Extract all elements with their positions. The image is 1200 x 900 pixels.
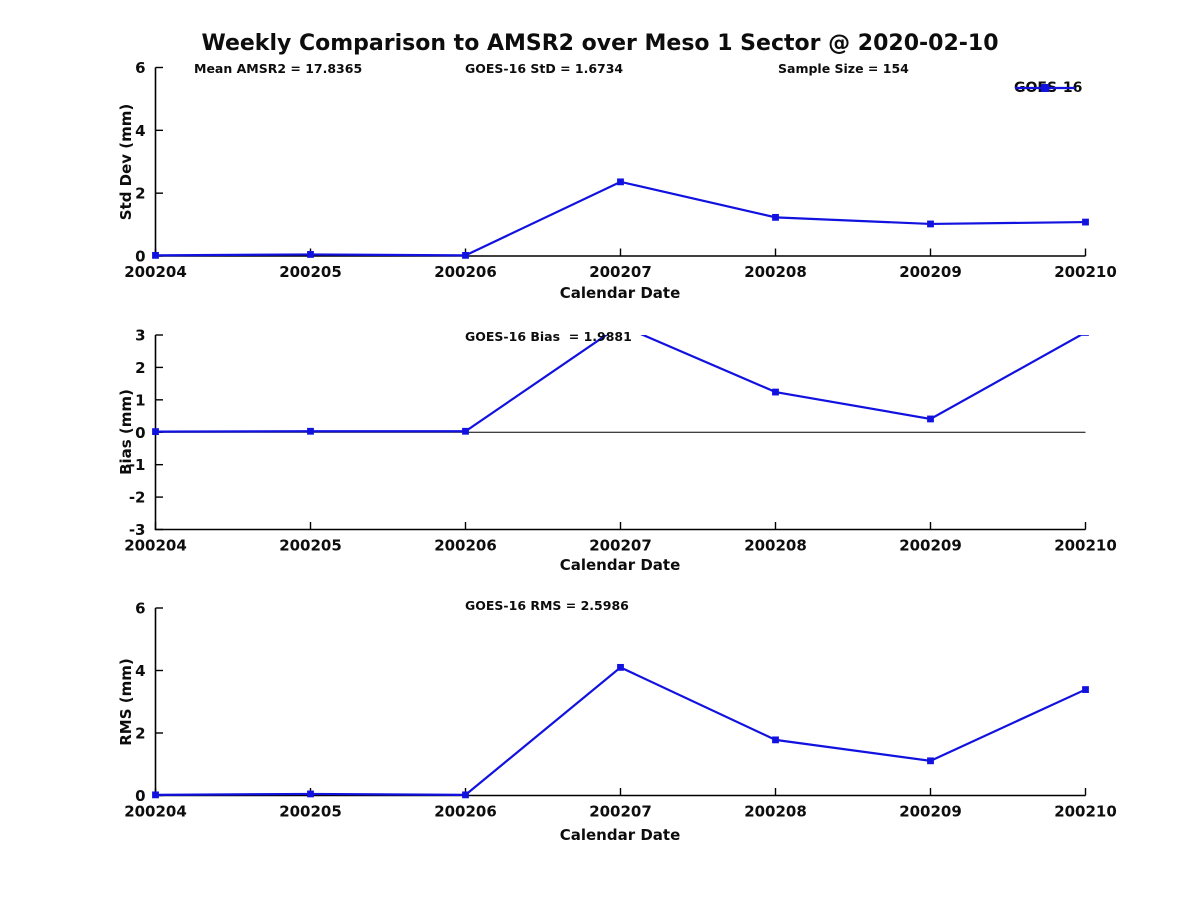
- x-tick-label: 200206: [434, 263, 497, 281]
- x-tick-label: 200208: [744, 803, 807, 821]
- data-point-marker: [617, 178, 624, 186]
- x-tick-label: 200204: [124, 537, 187, 555]
- xlabel-rms: Calendar Date: [559, 826, 681, 844]
- x-tick-label: 200205: [279, 803, 342, 821]
- x-tick-label: 200207: [589, 537, 652, 555]
- data-point-marker: [927, 415, 934, 423]
- ylabel-stddev: Std Dev (mm): [117, 103, 135, 221]
- x-tick-label: 200207: [589, 263, 652, 281]
- y-tick-label: 0: [135, 787, 145, 805]
- x-tick-label: 200209: [899, 803, 962, 821]
- data-point-marker: [927, 757, 934, 765]
- data-point-marker: [772, 736, 779, 744]
- y-tick-label: 4: [135, 662, 145, 680]
- y-tick-label: -3: [129, 521, 146, 539]
- ylabel-rms: RMS (mm): [117, 658, 135, 746]
- y-tick-label: 1: [135, 391, 145, 409]
- x-tick-label: 200210: [1054, 803, 1117, 821]
- annotation-goes16-std: GOES-16 StD = 1.6734: [465, 61, 624, 76]
- series-line: [155, 666, 1086, 796]
- y-tick-label: 2: [135, 725, 145, 743]
- annotation-sample-size: Sample Size = 154: [778, 61, 909, 76]
- annotation-mean-amsr2: Mean AMSR2 = 17.8365: [194, 61, 363, 76]
- data-point-marker: [617, 322, 624, 329]
- x-tick-label: 200208: [744, 537, 807, 555]
- x-tick-label: 200204: [124, 263, 187, 281]
- data-point-marker: [152, 428, 159, 436]
- x-tick-label: 200209: [899, 263, 962, 281]
- y-tick-label: 6: [135, 59, 145, 77]
- series-markers: [152, 663, 1089, 799]
- data-point-marker: [462, 427, 469, 435]
- x-tick-label: 200206: [434, 803, 497, 821]
- y-tick-label: 0: [135, 248, 145, 266]
- legend: GOES-16: [1014, 80, 1082, 96]
- x-tick-label: 200205: [279, 263, 342, 281]
- x-tick-label: 200210: [1054, 537, 1117, 555]
- data-point-marker: [307, 427, 314, 435]
- x-tick-label: 200207: [589, 803, 652, 821]
- annotation-goes16-rms: GOES-16 RMS = 2.5986: [465, 598, 629, 613]
- subplot-std-dev: 0 2 4 6 200204 200205 200206 200207 200208 200209…: [124, 59, 1117, 281]
- legend-line-marker-icon: [1015, 84, 1075, 92]
- xlabel-stddev: Calendar Date: [559, 284, 681, 302]
- data-point-marker: [927, 220, 934, 228]
- annotation-goes16-bias: GOES-16 Bias = 1.9881: [465, 329, 632, 344]
- y-tick-label: 4: [135, 122, 145, 140]
- x-tick-label: 200208: [744, 263, 807, 281]
- data-point-marker: [462, 251, 469, 259]
- y-tick-label: 3: [135, 327, 145, 345]
- data-point-marker: [152, 791, 159, 799]
- xlabel-bias: Calendar Date: [559, 556, 681, 574]
- x-tick-label: 200205: [279, 537, 342, 555]
- data-point-marker: [462, 791, 469, 799]
- series-markers: [152, 178, 1089, 259]
- data-point-marker: [152, 251, 159, 259]
- series-line: [155, 180, 1086, 257]
- x-tick-label: 200209: [899, 537, 962, 555]
- data-point-marker: [772, 213, 779, 221]
- data-point-marker: [1082, 218, 1089, 226]
- series-markers: [152, 322, 1089, 436]
- x-tick-label: 200206: [434, 537, 497, 555]
- data-point-marker: [1082, 335, 1089, 336]
- data-point-marker: [617, 663, 624, 671]
- data-point-marker: [772, 388, 779, 396]
- figure-title: Weekly Comparison to AMSR2 over Meso 1 S…: [201, 31, 999, 56]
- y-tick-label: 0: [135, 424, 145, 442]
- y-tick-label: 2: [135, 185, 145, 203]
- subplot-rms: 0 2 4 6 200204 200205 200206 200207 200208 200209…: [124, 600, 1117, 821]
- data-point-marker: [1082, 686, 1089, 693]
- y-tick-label: 2: [135, 359, 145, 377]
- subplot-bias: -3 -2 -1 0 1 2 3 200204 200205 200206 200207 200208…: [124, 322, 1117, 555]
- data-point-marker: [307, 251, 314, 258]
- y-tick-label: 6: [135, 600, 145, 618]
- x-tick-label: 200204: [124, 803, 187, 821]
- data-point-marker: [307, 790, 314, 798]
- ylabel-bias: Bias (mm): [117, 389, 135, 475]
- y-tick-label: -2: [129, 489, 146, 507]
- x-tick-label: 200210: [1054, 263, 1117, 281]
- y-tick-label: -1: [129, 456, 146, 474]
